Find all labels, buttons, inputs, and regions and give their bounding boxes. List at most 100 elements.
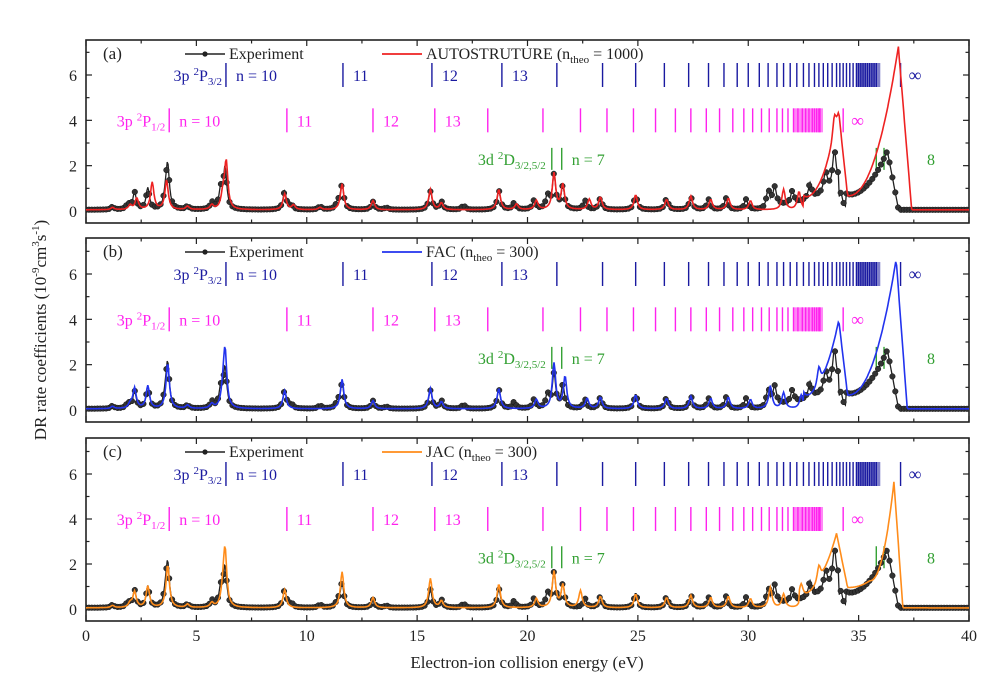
x-tick-label: 10 (299, 628, 315, 645)
y-tick-label: 0 (69, 602, 77, 619)
experiment-point (788, 187, 796, 195)
rydberg-series-label: 3p 2P1/2 (117, 111, 165, 133)
experiment-point (840, 398, 847, 406)
rydberg-n-label: n = 10 (236, 467, 277, 484)
experiment-point (875, 365, 882, 372)
y-tick-label: 6 (69, 68, 77, 85)
rydberg-series-label: 3d 2D3/2,5/2 (478, 150, 546, 172)
rydberg-n-label: n = 10 (236, 267, 277, 284)
experiment-point (892, 587, 899, 594)
x-tick-label: 0 (82, 628, 90, 645)
theory-line (86, 481, 969, 609)
y-tick-label: 4 (69, 512, 77, 529)
experiment-point (742, 196, 750, 203)
rydberg-n-label: 11 (297, 113, 312, 130)
experiment-point (889, 373, 896, 380)
experiment-point (840, 598, 847, 605)
rydberg-dense-block (793, 108, 823, 133)
experiment-point (806, 381, 813, 388)
rydberg-dense-block (856, 462, 881, 486)
experiment-point (883, 348, 890, 355)
experiment-point (834, 567, 841, 574)
rydberg-n-label: 11 (353, 267, 368, 284)
experiment-point (163, 167, 170, 174)
rydberg-limit-label: ∞ (851, 509, 864, 529)
rydberg-n-label: 12 (383, 512, 399, 529)
rydberg-series-1: ∞ 3p 2P1/2 n = 10 11 12 13 (117, 108, 864, 133)
rydberg-series-0: ∞ 3p 2P3/2 n = 10 11 12 13 (173, 262, 922, 287)
rydberg-n-label: n = 10 (179, 113, 220, 130)
experiment-point (742, 395, 750, 402)
y-tick-label: 2 (69, 358, 77, 375)
experiment-point (771, 581, 778, 588)
experiment-point (771, 382, 778, 389)
x-tick-label: 25 (630, 628, 646, 645)
experiment-point (837, 587, 844, 594)
experiment-point (786, 196, 793, 204)
rydberg-n-label: 12 (383, 312, 399, 329)
rydberg-n-label: n = 10 (179, 312, 220, 329)
legend-experiment-label: Experiment (229, 444, 304, 461)
panel-b: 0 2 4 6 (b) Experiment FAC (ntheo = 300) ∞ 3p 2P… (69, 237, 970, 423)
experiment-point (892, 189, 899, 196)
experiment-point (826, 575, 833, 582)
legend-theory-label: AUTOSTRUTURE (ntheo = 1000) (426, 46, 643, 66)
experiment-point (869, 175, 876, 182)
experiment-point (892, 388, 899, 395)
legend-theory-label: FAC (ntheo = 300) (426, 244, 539, 264)
experiment-point (806, 182, 813, 189)
experiment-point (880, 354, 887, 361)
rydberg-n-label: 11 (297, 312, 312, 329)
experiment-point (131, 188, 138, 195)
rydberg-n-label: 13 (512, 68, 528, 85)
experiment-point (834, 169, 841, 176)
experiment-point (831, 348, 839, 355)
rydberg-n-label: 12 (442, 267, 458, 284)
rydberg-series-1: ∞ 3p 2P1/2 n = 10 11 12 13 (117, 507, 864, 532)
experiment-point (765, 187, 773, 194)
rydberg-n-label: 13 (445, 312, 461, 329)
x-tick-label: 20 (520, 628, 536, 645)
legend-experiment-marker (202, 51, 208, 57)
experiment-point (837, 388, 844, 395)
rydberg-series-2: 3d 2D3/2,5/2 n = 7 8 (478, 147, 935, 172)
experiment-point (869, 374, 876, 381)
legend-experiment-marker (202, 449, 208, 455)
rydberg-n-label: 13 (445, 113, 461, 130)
panel-a: 0 2 4 6 (a) Experiment AUTOSTRUTURE (ntheo = 1… (69, 39, 970, 224)
experiment-point (742, 594, 750, 601)
rydberg-dense-block (856, 262, 881, 286)
experiment-point (817, 585, 824, 592)
theory-line (86, 46, 969, 211)
rydberg-limit-label: ∞ (851, 110, 864, 130)
rydberg-n-label: 11 (353, 467, 368, 484)
y-tick-label: 6 (69, 467, 77, 484)
rydberg-n-label: 12 (442, 68, 458, 85)
experiment-point (837, 189, 844, 196)
rydberg-series-label: 3p 2P1/2 (117, 510, 165, 532)
rydberg-series-label: 3p 2P3/2 (173, 265, 221, 287)
rydberg-limit-label: ∞ (909, 464, 922, 484)
experiment-point (788, 386, 796, 394)
series-experiment (86, 261, 969, 412)
rydberg-n-label: 11 (353, 68, 368, 85)
experiment-point (877, 360, 884, 367)
rydberg-n-label: n = 10 (236, 68, 277, 85)
y-tick-label: 6 (69, 267, 77, 284)
legend-experiment-label: Experiment (229, 46, 304, 63)
experiment-point (542, 397, 549, 404)
rydberg-n-label: 11 (297, 512, 312, 529)
experiment-point (829, 565, 836, 572)
x-tick-label: 35 (851, 628, 867, 645)
legend-theory-label: JAC (ntheo = 300) (426, 444, 537, 464)
experiment-point (788, 586, 796, 593)
panel-label: (c) (103, 442, 122, 461)
rydberg-n-label: 13 (512, 467, 528, 484)
experiment-point (872, 370, 879, 377)
y-tick-label: 4 (69, 113, 77, 130)
rydberg-n-label: 12 (442, 467, 458, 484)
experiment-point (826, 177, 833, 184)
x-tick-label: 5 (192, 628, 200, 645)
theory-line (86, 261, 969, 410)
rydberg-dense-block (793, 307, 823, 332)
